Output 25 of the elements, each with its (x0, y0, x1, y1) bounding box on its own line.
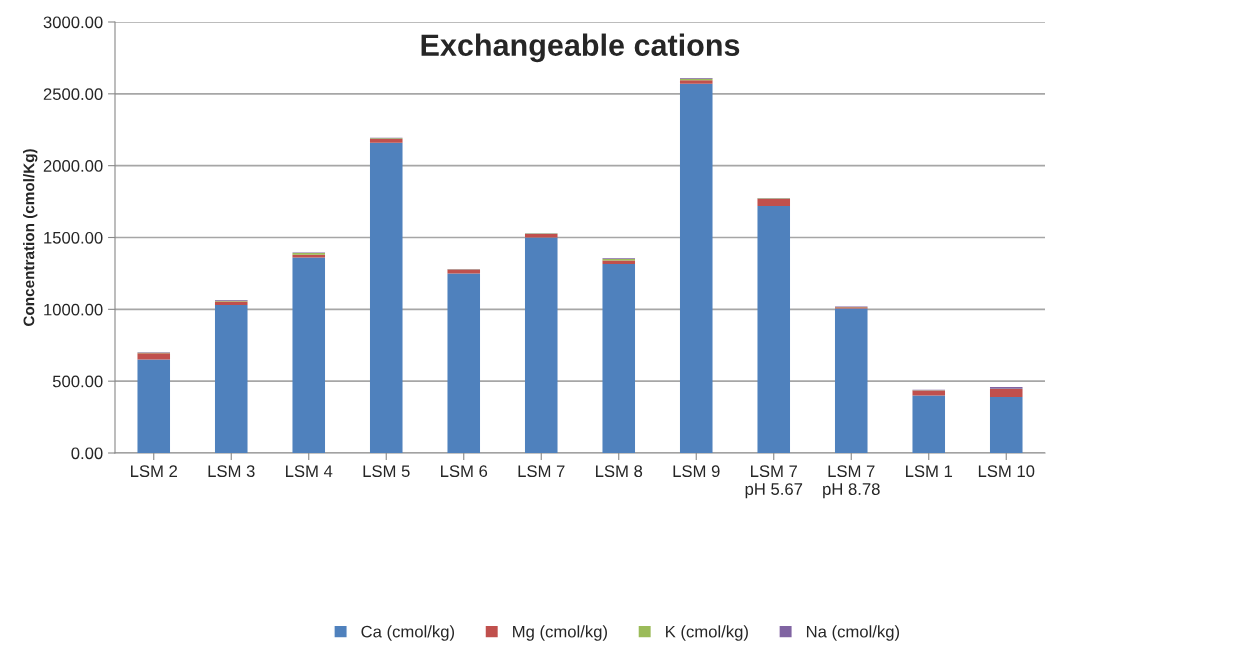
x-tick-label: LSM 7 pH 8.78 (823, 465, 880, 499)
x-tick-label: LSM 3 (208, 465, 255, 478)
x-tick-label: LSM 7 pH 5.67 (745, 465, 803, 499)
y-tick-label: 2000.00 (43, 160, 103, 172)
x-tick-label: LSM 10 (978, 465, 1035, 478)
x-tick-label: LSM 2 (131, 465, 177, 478)
x-tick-label: LSM 5 (363, 465, 410, 478)
y-tick-label: 2500.00 (43, 88, 103, 101)
y-tick-label: 3000.00 (43, 16, 103, 29)
y-axis-title: Concentration (cmol/Kg) (23, 149, 38, 326)
chart-title: Exchangeable cations (421, 33, 740, 63)
legend-label: Mg (cmol/kg) (513, 625, 607, 641)
x-tick-label: LSM 4 (286, 465, 333, 478)
x-tick-label: LSM 1 (906, 465, 953, 478)
y-tick-label: 0.00 (71, 447, 103, 460)
x-tick-label: LSM 8 (596, 465, 643, 478)
x-tick-label: LSM 7 (518, 465, 565, 478)
legend-label: Na (cmol/kg) (806, 625, 900, 641)
x-tick-label: LSM 6 (441, 465, 488, 478)
y-tick-label: 1000.00 (44, 303, 103, 316)
legend-label: K (cmol/kg) (666, 625, 748, 641)
y-tick-label: 1500.00 (44, 231, 103, 244)
x-tick-label: LSM 9 (673, 465, 720, 478)
y-tick-label: 500.00 (52, 375, 103, 388)
legend-label: Ca (cmol/kg) (361, 625, 455, 641)
